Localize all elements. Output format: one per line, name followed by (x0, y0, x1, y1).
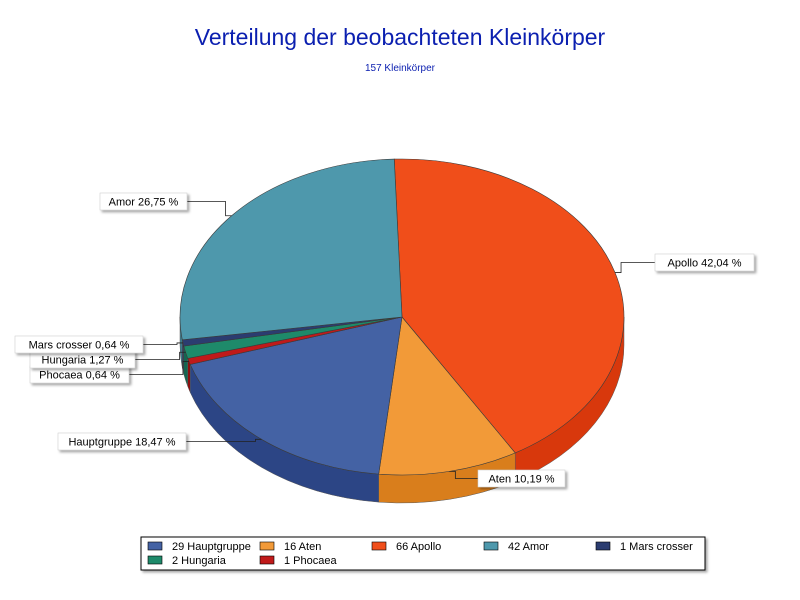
slice-label-hungaria: Hungaria 1,27 % (42, 355, 124, 367)
pie-top (179, 158, 625, 476)
slice-amor (179, 158, 403, 341)
legend-entry-aten: 16 Aten (284, 541, 321, 553)
legend-swatch-phocaea (259, 555, 275, 565)
slice-label-aten: Aten 10,19 % (488, 474, 554, 486)
legend-entry-mars-crosser: 1 Mars crosser (620, 541, 693, 553)
slice-label-apollo: Apollo 42,04 % (668, 258, 742, 270)
legend-entry-apollo: 66 Apollo (396, 541, 441, 553)
legend-swatch-amor (483, 541, 499, 551)
pie-sides (179, 316, 625, 504)
legend-box (140, 536, 706, 571)
slice-label-hauptgruppe: Hauptgruppe 18,47 % (68, 437, 175, 449)
leader-line-apollo (615, 262, 655, 273)
slice-label-mars-crosser: Mars crosser 0,64 % (29, 340, 130, 352)
legend-swatch-apollo (371, 541, 387, 551)
leader-line-aten (449, 470, 478, 479)
legend-swatch-hungaria (147, 555, 163, 565)
leader-line-mars-crosser (143, 342, 184, 345)
legend-swatch-mars-crosser (595, 541, 611, 551)
slice-labels: Apollo 42,04 % Aten 10,19 % Hauptgruppe 18… (14, 192, 755, 488)
legend-entry-phocaea: 1 Phocaea (284, 555, 337, 567)
chart-title: Verteilung der beobachteten Kleinkörper (195, 24, 606, 50)
label-box-apollo (654, 253, 755, 272)
label-box-aten (477, 469, 566, 488)
label-box-hauptgruppe (57, 432, 187, 451)
label-box-amor (99, 192, 188, 211)
slice-label-phocaea: Phocaea 0,64 % (39, 370, 120, 382)
legend-entry-hauptgruppe: 29 Hauptgruppe (172, 541, 251, 553)
legend-swatch-hauptgruppe (147, 541, 163, 551)
leader-line-amor (187, 201, 232, 217)
label-box-mars-crosser (14, 335, 144, 354)
slice-hauptgruppe (189, 316, 403, 475)
legend-entry-hungaria: 2 Hungaria (172, 555, 227, 567)
legend: 29 Hauptgruppe 16 Aten 66 Apollo 42 Amor 1 M… (140, 536, 706, 571)
leader-line-hauptgruppe (186, 438, 262, 442)
leader-line-phocaea (129, 361, 189, 375)
slice-label-amor: Amor 26,75 % (109, 197, 179, 209)
chart-subtitle: 157 Kleinkörper (365, 63, 436, 74)
legend-swatch-aten (259, 541, 275, 551)
leader-line-hungaria (135, 351, 186, 360)
legend-entry-amor: 42 Amor (508, 541, 549, 553)
